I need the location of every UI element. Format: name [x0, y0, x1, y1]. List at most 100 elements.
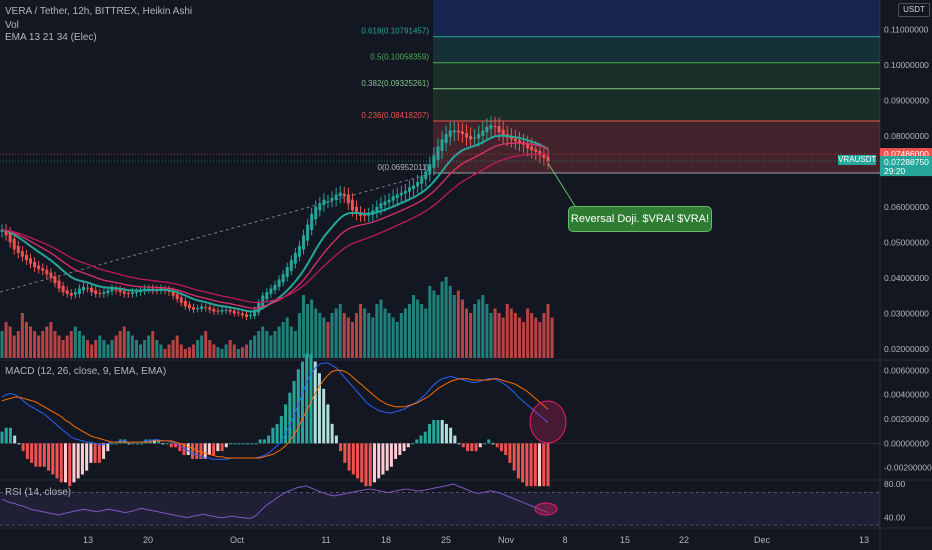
annotation-callout[interactable]: Reversal Doji. $VRA! $VRA! [568, 206, 712, 232]
volume-bar [412, 295, 416, 358]
candle-body [249, 315, 253, 317]
fib-label: 0(0.06952011) [378, 163, 430, 172]
macd-histogram-bar [368, 443, 372, 487]
candle-body [187, 304, 191, 309]
candle-body [73, 292, 77, 295]
candle-body [334, 194, 338, 200]
candle-body [192, 307, 196, 310]
candle-body [183, 300, 187, 307]
candle-body [204, 307, 208, 309]
candle-body [171, 291, 175, 296]
macd-histogram-bar [317, 373, 321, 444]
candle-body [546, 156, 550, 162]
macd-histogram-bar [267, 435, 271, 444]
volume-bar [448, 286, 452, 358]
volume-bar [90, 344, 94, 358]
volume-bar [8, 326, 12, 358]
volume-bar [306, 304, 310, 358]
volume-bar [330, 313, 334, 358]
volume-bar [546, 304, 550, 358]
volume-bar [183, 349, 187, 358]
volume-bar [240, 347, 244, 358]
rsi-tick-label: 80.00 [884, 479, 906, 489]
fib-label: 0.618(0.10791457) [361, 27, 429, 36]
volume-bar [244, 344, 248, 358]
volume-bar [469, 313, 473, 358]
volume-bar [187, 347, 191, 358]
macd-histogram-bar [491, 443, 495, 445]
macd-tick-label: 0.00000000 [884, 438, 929, 448]
volume-bar [24, 322, 28, 358]
currency-badge[interactable]: USDT [898, 3, 930, 17]
macd-histogram-bar [389, 443, 393, 467]
candle-body [224, 309, 228, 311]
candle-body [428, 164, 432, 175]
price-tick-label: 0.02000000 [884, 344, 929, 354]
candle-body [4, 229, 8, 236]
macd-histogram-bar [220, 443, 224, 452]
macd-tick-label: 0.00400000 [884, 390, 929, 400]
volume-bar [29, 326, 33, 358]
volume-bar [200, 335, 204, 358]
volume-bar [192, 344, 196, 358]
macd-histogram-bar [30, 443, 34, 463]
macd-histogram-bar [478, 443, 482, 448]
rsi-band [0, 492, 880, 526]
macd-histogram-bar [140, 443, 144, 445]
macd-histogram-bar [262, 439, 266, 444]
volume-bar [375, 304, 379, 358]
macd-histogram-bar [525, 443, 529, 487]
macd-histogram-bar [42, 443, 46, 467]
candle-body [326, 201, 330, 203]
volume-bar [359, 304, 363, 358]
macd-histogram-bar [499, 443, 503, 452]
volume-bar [81, 335, 85, 358]
volume-bar [179, 344, 183, 358]
macd-histogram-bar [364, 443, 368, 487]
macd-histogram-bar [326, 404, 330, 444]
candle-body [306, 224, 310, 241]
macd-histogram-bar [436, 419, 440, 444]
candle-body [452, 130, 456, 133]
candle-body [130, 292, 134, 294]
candle-body [77, 288, 81, 294]
macd-histogram-bar [241, 443, 245, 445]
macd-histogram-bar [453, 435, 457, 444]
volume-bar [65, 335, 69, 358]
volume-bar [550, 317, 554, 358]
macd-histogram-bar [330, 423, 334, 444]
macd-histogram-bar [288, 392, 292, 444]
price-label-current-bg [880, 156, 932, 177]
volume-bar [326, 322, 330, 358]
candle-body [45, 269, 49, 275]
candle-body [432, 155, 436, 168]
candle-body [102, 292, 106, 294]
candle-body [244, 314, 248, 317]
macd-highlight-ellipse [529, 400, 567, 444]
macd-histogram-bar [59, 443, 63, 483]
macd-histogram-bar [34, 443, 38, 467]
volume-bar [126, 331, 130, 358]
candle-body [412, 185, 416, 190]
volume-bar [130, 335, 134, 358]
macd-histogram-bar [381, 443, 385, 475]
volume-bar [212, 344, 216, 358]
ema-legend: EMA 13 21 34 (Elec) [5, 32, 97, 43]
volume-bar [33, 331, 37, 358]
volume-bar [204, 331, 208, 358]
volume-bar [265, 331, 269, 358]
macd-histogram-bar [80, 443, 84, 475]
candle-body [318, 203, 322, 211]
x-tick-label: 11 [321, 535, 330, 545]
candle-body [118, 289, 122, 293]
volume-bar [354, 313, 358, 358]
macd-histogram-bar [466, 443, 470, 452]
volume-bar [61, 340, 65, 358]
macd-histogram-bar [72, 443, 76, 483]
volume-bar [159, 344, 163, 358]
macd-histogram-bar [245, 443, 249, 445]
candle-body [212, 308, 216, 312]
rsi-legend: RSI (14, close) [5, 487, 72, 498]
